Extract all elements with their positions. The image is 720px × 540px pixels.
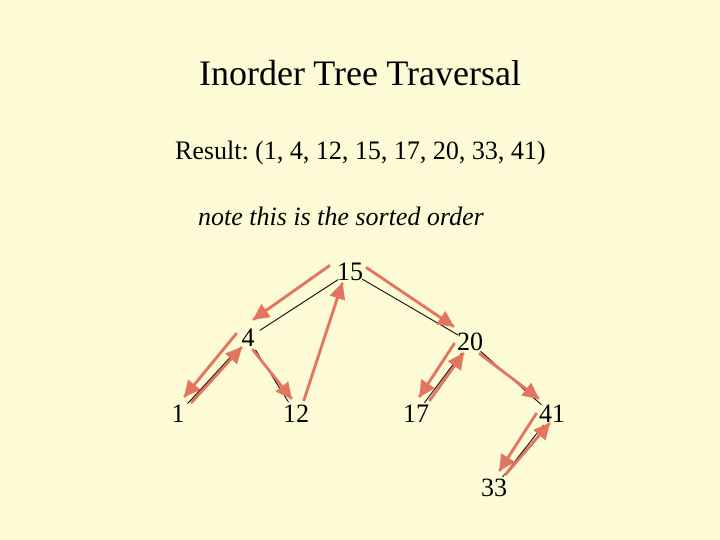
tree-node-1: 1: [172, 399, 185, 429]
result-text: Result: (1, 4, 12, 15, 17, 20, 33, 41): [175, 136, 546, 166]
traversal-arrow: [506, 424, 549, 474]
tree-edge: [255, 350, 288, 402]
tree-node-20: 20: [457, 327, 483, 357]
traversal-arrow: [192, 348, 241, 402]
traversal-arrow: [367, 268, 453, 326]
tree-node-41: 41: [539, 399, 565, 429]
traversal-arrow: [420, 344, 454, 396]
traversal-arrow: [430, 354, 463, 400]
tree-edge: [260, 280, 338, 331]
tree-node-33: 33: [481, 473, 507, 503]
tree-node-17: 17: [403, 399, 429, 429]
traversal-arrow: [480, 354, 538, 398]
traversal-arrow: [185, 334, 236, 396]
tree-edge: [187, 348, 238, 403]
tree-edge: [481, 351, 542, 405]
tree-node-15: 15: [337, 257, 363, 287]
traversal-arrow: [253, 350, 291, 398]
tree-node-4: 4: [242, 323, 255, 353]
tree-edge: [503, 425, 544, 477]
slide-title: Inorder Tree Traversal: [0, 52, 720, 94]
traversal-arrow: [254, 266, 329, 319]
tree-edge: [424, 353, 461, 403]
traversal-arrow: [500, 414, 536, 470]
note-text: note this is the sorted order: [198, 202, 484, 232]
slide-stage: Inorder Tree Traversal Result: (1, 4, 12…: [0, 0, 720, 540]
tree-node-12: 12: [283, 399, 309, 429]
traversal-arrow: [304, 284, 342, 400]
tree-edge: [362, 279, 458, 335]
